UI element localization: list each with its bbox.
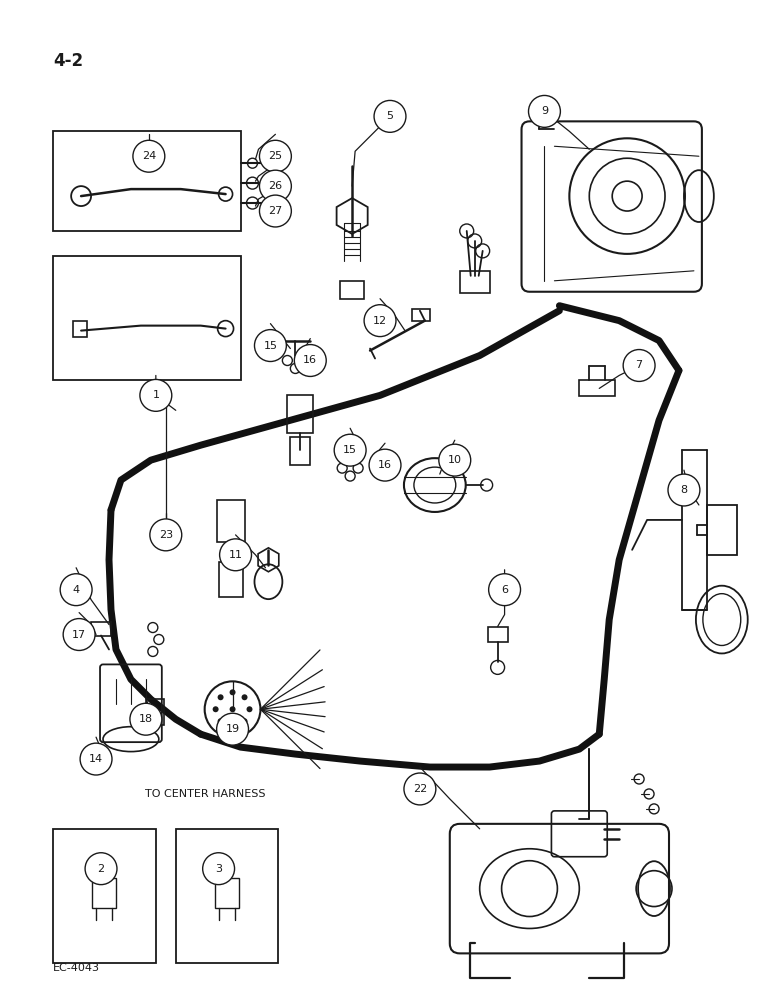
Circle shape: [623, 350, 655, 381]
Circle shape: [242, 718, 247, 724]
Circle shape: [60, 574, 92, 606]
Circle shape: [229, 723, 236, 729]
Text: 10: 10: [448, 455, 462, 465]
Circle shape: [229, 706, 236, 712]
Text: 16: 16: [378, 460, 392, 470]
Text: EC-4043: EC-4043: [53, 963, 100, 973]
Circle shape: [130, 703, 161, 735]
Text: 4-2: 4-2: [53, 52, 83, 70]
Bar: [53, 256, 240, 380]
Text: 8: 8: [680, 485, 687, 495]
Circle shape: [218, 694, 224, 700]
Circle shape: [260, 195, 292, 227]
Bar: [146, 699, 164, 725]
Bar: [218, 562, 243, 597]
Text: 27: 27: [268, 206, 282, 216]
Circle shape: [246, 706, 253, 712]
Bar: [215, 878, 239, 908]
Text: 11: 11: [229, 550, 243, 560]
Text: 24: 24: [142, 151, 156, 161]
Text: 19: 19: [225, 724, 239, 734]
Text: 7: 7: [636, 360, 643, 370]
Text: 15: 15: [264, 341, 278, 351]
Circle shape: [213, 706, 218, 712]
Text: 14: 14: [89, 754, 103, 764]
Circle shape: [488, 574, 520, 606]
Bar: [488, 627, 508, 642]
Text: 16: 16: [303, 355, 317, 365]
Circle shape: [133, 140, 165, 172]
Text: 2: 2: [98, 864, 105, 874]
Circle shape: [229, 689, 236, 695]
Text: 15: 15: [343, 445, 357, 455]
Circle shape: [80, 743, 112, 775]
Text: 25: 25: [268, 151, 282, 161]
Text: 9: 9: [541, 106, 548, 116]
Circle shape: [140, 379, 172, 411]
Circle shape: [404, 773, 436, 805]
Circle shape: [529, 95, 560, 127]
Circle shape: [668, 474, 700, 506]
Circle shape: [242, 694, 247, 700]
Circle shape: [218, 718, 224, 724]
Text: 12: 12: [373, 316, 387, 326]
Text: 4: 4: [73, 585, 80, 595]
Circle shape: [260, 140, 292, 172]
Circle shape: [217, 713, 249, 745]
Circle shape: [203, 853, 235, 885]
Bar: [707, 505, 737, 555]
Circle shape: [334, 434, 366, 466]
Text: 23: 23: [159, 530, 173, 540]
Bar: [53, 829, 156, 963]
Text: 18: 18: [139, 714, 153, 724]
Circle shape: [369, 449, 401, 481]
Bar: [459, 271, 490, 293]
Bar: [217, 500, 244, 542]
Text: 5: 5: [387, 111, 393, 121]
Circle shape: [63, 619, 95, 650]
Circle shape: [150, 519, 182, 551]
Circle shape: [364, 305, 396, 337]
Bar: [412, 309, 430, 321]
Bar: [176, 829, 278, 963]
Circle shape: [254, 330, 286, 361]
Text: TO CENTER HARNESS: TO CENTER HARNESS: [145, 789, 266, 799]
Circle shape: [374, 100, 406, 132]
Bar: [340, 281, 364, 299]
Bar: [290, 437, 310, 465]
Bar: [53, 131, 240, 231]
Bar: [92, 878, 116, 908]
Text: 6: 6: [501, 585, 508, 595]
Circle shape: [439, 444, 470, 476]
Circle shape: [260, 170, 292, 202]
Text: 1: 1: [152, 390, 159, 400]
Bar: [73, 321, 87, 337]
Bar: [287, 395, 314, 433]
Bar: [580, 380, 615, 396]
Text: 26: 26: [268, 181, 282, 191]
Circle shape: [220, 539, 251, 571]
Text: 17: 17: [72, 630, 86, 640]
Text: 3: 3: [215, 864, 222, 874]
Circle shape: [294, 345, 326, 376]
Bar: [91, 622, 111, 636]
Circle shape: [85, 853, 117, 885]
Text: 22: 22: [413, 784, 427, 794]
